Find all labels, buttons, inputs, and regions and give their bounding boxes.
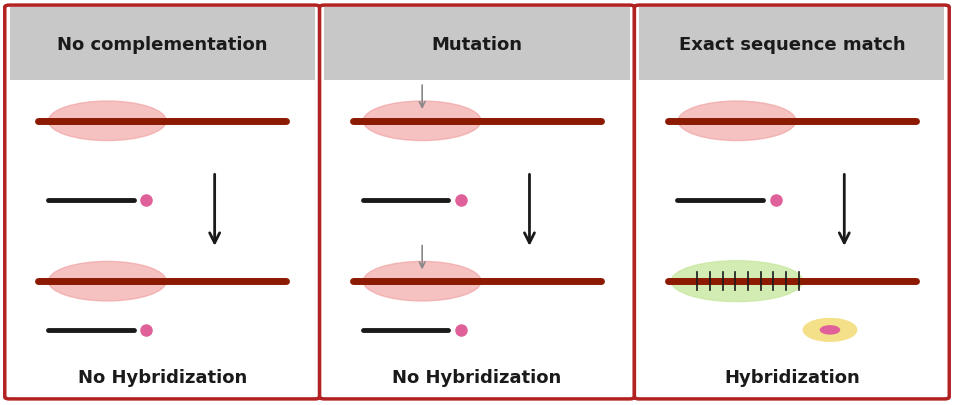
Ellipse shape [363,102,480,141]
Circle shape [802,319,856,341]
Bar [324,8,629,81]
Bar [639,8,943,81]
Text: Mutation: Mutation [431,36,522,53]
FancyBboxPatch shape [5,6,319,399]
Text: No complementation: No complementation [57,36,267,53]
Bar [10,8,314,81]
FancyBboxPatch shape [319,6,634,399]
Ellipse shape [49,102,166,141]
Ellipse shape [49,262,166,301]
Ellipse shape [678,102,795,141]
Circle shape [820,326,839,334]
Text: No Hybridization: No Hybridization [77,368,247,386]
Ellipse shape [363,262,480,301]
Ellipse shape [671,261,801,302]
FancyBboxPatch shape [634,6,948,399]
Text: No Hybridization: No Hybridization [392,368,561,386]
Text: Exact sequence match: Exact sequence match [678,36,904,53]
Text: Hybridization: Hybridization [723,368,859,386]
